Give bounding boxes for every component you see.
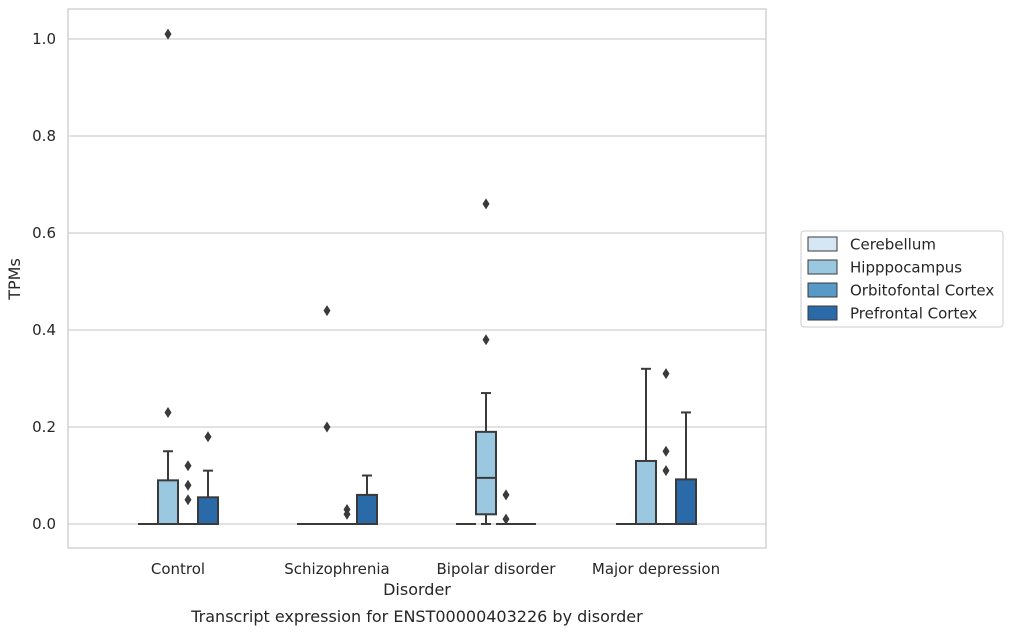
- box-body: [197, 496, 219, 526]
- outlier-point: [204, 431, 212, 443]
- box-3-0: [197, 431, 219, 526]
- boxes: [138, 28, 697, 526]
- legend-swatch: [807, 305, 838, 321]
- box-body: [635, 459, 657, 526]
- legend-label: Cerebellum: [850, 236, 936, 254]
- outlier-point: [323, 421, 331, 433]
- outlier-point: [184, 479, 192, 491]
- outlier-point: [662, 368, 670, 380]
- box-3-1: [356, 474, 378, 525]
- outlier-point: [184, 494, 192, 506]
- box-body: [675, 478, 697, 526]
- outlier-point: [164, 406, 172, 418]
- y-axis-ticks: 0.0 0.2 0.4 0.6 0.8 1.0: [32, 30, 56, 533]
- y-tick-label: 0.8: [32, 127, 56, 145]
- x-axis-ticks: Control Schizophrenia Bipolar disorder Majo…: [151, 560, 720, 578]
- outlier-point: [662, 445, 670, 457]
- chart-caption: Transcript expression for ENST0000040322…: [190, 607, 643, 626]
- box-2-3: [656, 368, 676, 525]
- box-1-2: [475, 198, 497, 525]
- box-body: [475, 430, 497, 516]
- box-1-3: [635, 367, 657, 526]
- box-1-0: [157, 28, 179, 526]
- x-axis-title: Disorder: [383, 580, 451, 599]
- box-3-3: [675, 411, 697, 526]
- legend-label: Prefrontal Cortex: [850, 305, 977, 323]
- box-2-0: [178, 460, 198, 525]
- outlier-point: [164, 28, 172, 40]
- legend-frame: [800, 230, 1004, 328]
- outlier-point: [502, 513, 510, 525]
- box-2-2: [496, 489, 516, 525]
- legend-label: Hipppocampus: [850, 259, 962, 277]
- x-tick-label: Control: [151, 560, 205, 578]
- legend-label: Orbitofontal Cortex: [850, 282, 994, 300]
- box-body: [356, 493, 378, 525]
- legend-swatch: [807, 259, 838, 275]
- outlier-point: [184, 460, 192, 472]
- outlier-point: [662, 465, 670, 477]
- outlier-point: [323, 305, 331, 317]
- y-tick-label: 0.2: [32, 418, 56, 436]
- y-tick-label: 0.6: [32, 224, 56, 242]
- legend-swatch: [807, 282, 838, 298]
- outlier-point: [482, 334, 490, 346]
- plot-frame: [67, 8, 767, 549]
- y-tick-label: 1.0: [32, 30, 56, 48]
- x-tick-label: Major depression: [592, 560, 720, 578]
- outlier-point: [482, 198, 490, 210]
- legend-swatch: [807, 236, 838, 252]
- box-2-1: [337, 503, 357, 525]
- legend: Cerebellum Hipppocampus Orbitofontal Corte…: [800, 230, 1004, 328]
- outlier-point: [502, 489, 510, 501]
- box-body: [157, 479, 179, 526]
- y-tick-label: 0.4: [32, 321, 56, 339]
- outlier-point: [343, 503, 351, 515]
- x-tick-label: Bipolar disorder: [437, 560, 557, 578]
- y-axis-title: TPMs: [5, 258, 24, 301]
- box-1-1: [317, 305, 337, 525]
- y-tick-label: 0.0: [32, 515, 56, 533]
- x-tick-label: Schizophrenia: [284, 560, 389, 578]
